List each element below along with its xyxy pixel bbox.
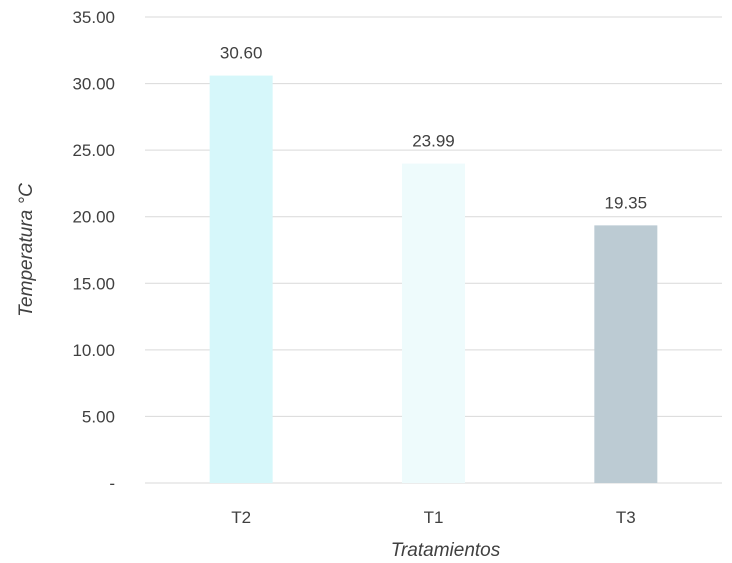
x-tick-label-t2: T2	[231, 508, 251, 527]
x-tick-label-t1: T1	[424, 508, 444, 527]
data-label-t3: 19.35	[605, 193, 648, 212]
y-tick-label: -	[109, 474, 115, 493]
y-tick-label: 20.00	[72, 208, 115, 227]
y-tick-label: 10.00	[72, 341, 115, 360]
x-tick-label-t3: T3	[616, 508, 636, 527]
data-labels: 30.60 23.99 19.35	[220, 44, 647, 213]
y-axis-tick-labels: - 5.00 10.00 15.00 20.00 25.00 30.00 35.00	[72, 8, 115, 493]
bar-t3	[594, 225, 658, 483]
y-tick-label: 35.00	[72, 8, 115, 27]
x-axis-tick-labels: T2 T1 T3	[231, 508, 636, 527]
data-label-t2: 30.60	[220, 44, 263, 63]
bar-t1	[402, 163, 465, 484]
y-axis-title: Temperatura °C	[16, 183, 37, 317]
y-tick-label: 15.00	[72, 274, 115, 293]
bar-t2	[209, 75, 273, 483]
y-tick-label: 5.00	[82, 407, 115, 426]
y-tick-label: 30.00	[72, 75, 115, 94]
y-tick-label: 25.00	[72, 141, 115, 160]
bars	[209, 75, 658, 484]
data-label-t1: 23.99	[412, 132, 455, 151]
x-axis-title: Tratamientos	[391, 540, 501, 561]
